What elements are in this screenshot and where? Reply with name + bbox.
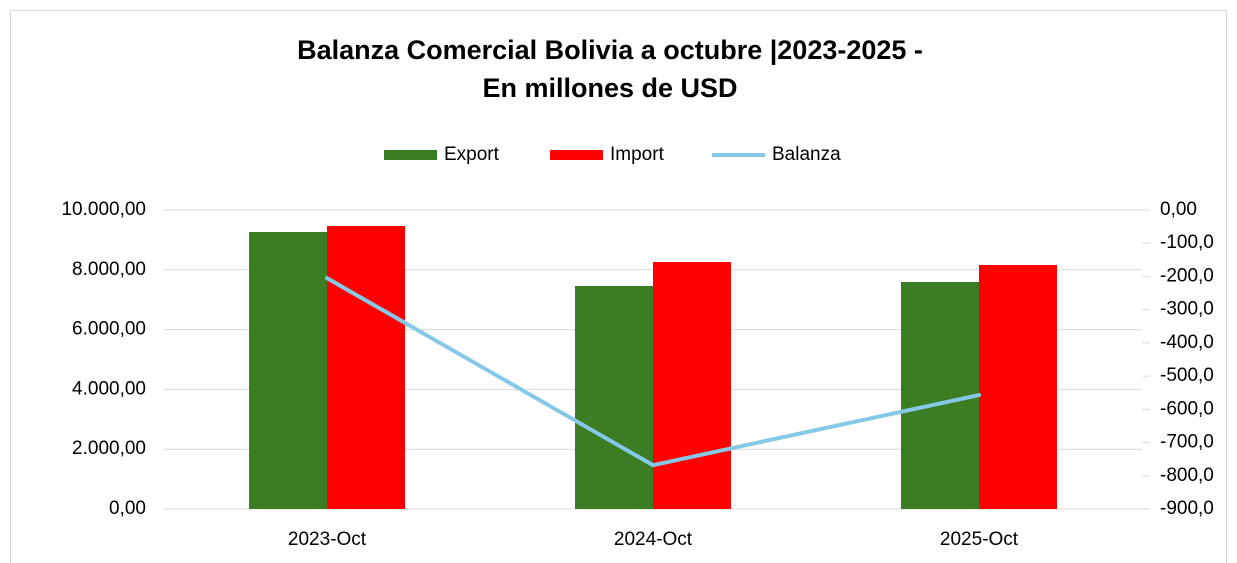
bar [327,225,405,509]
y2-tick-label: -400,0 [1160,332,1214,353]
y-tick-label: 4.000,00 [72,378,146,399]
y2-tick-label: -300,0 [1160,299,1214,320]
x-tick-label: 2024-Oct [614,529,693,550]
y2-tick-label: -200,0 [1160,265,1214,286]
bar [575,286,653,509]
chart-title: En millones de USD [482,73,737,103]
y2-tick-label: -700,0 [1160,432,1214,453]
bar [653,261,731,509]
legend-label: Import [610,144,665,165]
y-tick-label: 8.000,00 [72,259,146,280]
x-tick-label: 2023-Oct [288,529,367,550]
y2-tick-label: -900,0 [1160,498,1214,519]
x-tick-label: 2025-Oct [940,529,1019,550]
y2-tick-label: -800,0 [1160,465,1214,486]
line-series [325,276,981,468]
y-tick-label: 2.000,00 [72,438,146,459]
y2-tick-label: -100,0 [1160,232,1214,253]
legend-swatch [384,150,437,160]
bar [249,232,327,509]
y2-tick-label: -600,0 [1160,398,1214,419]
chart-title: Balanza Comercial Bolivia a octubre |202… [297,35,923,65]
legend-swatch [550,150,603,160]
bar [901,281,979,509]
y-tick-label: 6.000,00 [72,319,146,340]
legend-label: Export [444,144,500,165]
y-tick-label: 10.000,00 [61,199,146,220]
bar [979,264,1057,509]
y2-tick-label: 0,00 [1160,199,1197,220]
y-tick-label: 0,00 [109,498,146,519]
legend-label: Balanza [772,144,841,165]
y2-tick-label: -500,0 [1160,365,1214,386]
